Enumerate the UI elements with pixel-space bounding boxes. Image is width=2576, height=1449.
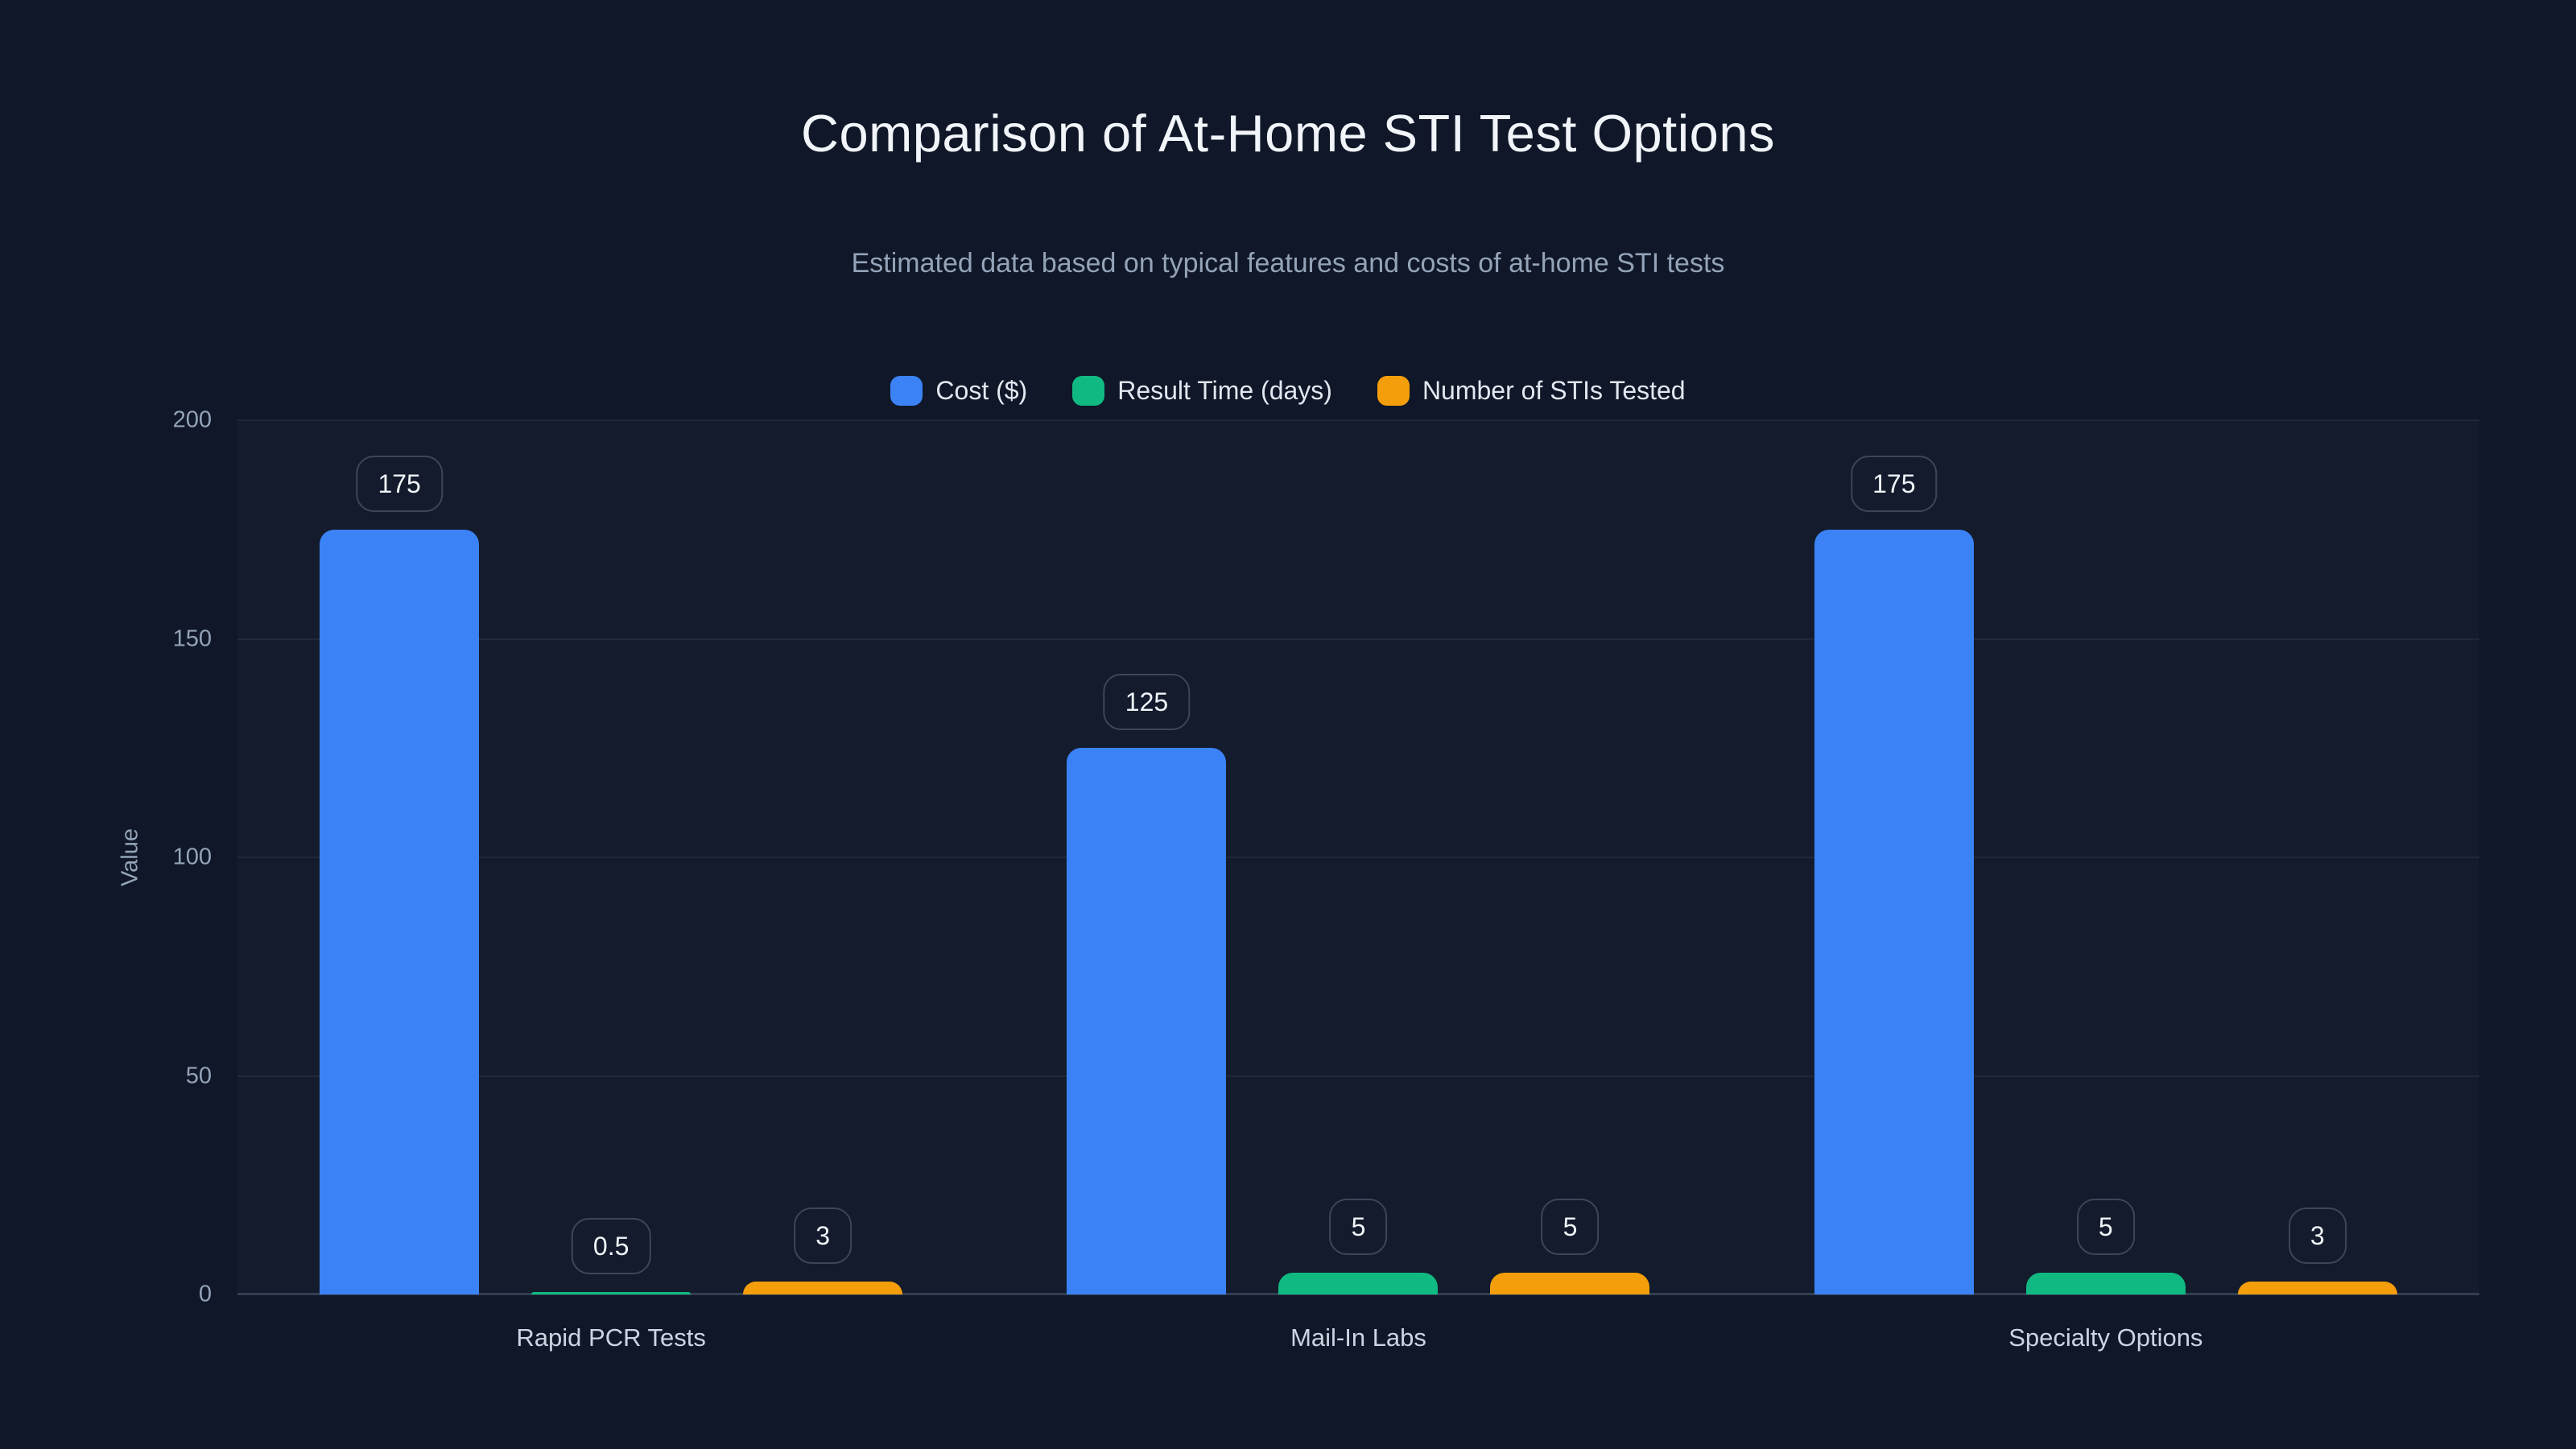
value-label-number-of-stis-tested-mail-in-labs: 5 (1541, 1198, 1600, 1255)
bar-number-of-stis-tested-specialty-options[interactable]: 3 (2237, 1207, 2397, 1294)
y-tick-label-200: 200 (172, 407, 212, 433)
gridline-100 (237, 857, 2479, 858)
value-label-result-time-days-specialty-options: 5 (2076, 1198, 2135, 1255)
y-tick-label-50: 50 (185, 1063, 212, 1088)
legend: Cost ($) Result Time (days) Number of STIs… (0, 369, 2576, 412)
y-tick-label-100: 100 (172, 844, 212, 870)
value-label-cost-rapid-pcr-tests: 175 (356, 455, 443, 512)
category-group-mail-in-labs: 125 5 5 Mail-In Labs (985, 420, 1732, 1352)
legend-item-label: Number of STIs Tested (1422, 375, 1686, 405)
y-tick-label-0: 0 (198, 1281, 212, 1307)
y-tick-label-150: 150 (172, 625, 212, 651)
chart-title: Comparison of At-Home STI Test Options (801, 104, 1775, 163)
legend-swatch-cost (890, 375, 923, 406)
gridline-150 (237, 638, 2479, 640)
bar-result-time-days-mail-in-labs[interactable]: 5 (1278, 1198, 1439, 1294)
value-label-cost-mail-in-labs: 125 (1103, 674, 1191, 731)
value-label-cost-specialty-options: 175 (1851, 455, 1938, 512)
x-axis-label-mail-in-labs: Mail-In Labs (1290, 1323, 1426, 1352)
legend-item-label: Result Time (days) (1117, 375, 1332, 405)
legend-item-result-time-days[interactable]: Result Time (days) (1072, 375, 1332, 406)
bar-result-time-days-rapid-pcr-tests[interactable]: 0.5 (531, 1218, 691, 1294)
value-label-number-of-stis-tested-specialty-options: 3 (2288, 1207, 2347, 1264)
bar-cost-rapid-pcr-tests[interactable]: 175 (320, 455, 480, 1294)
category-group-rapid-pcr-tests: 175 0.5 3 Rapid PCR Tests (237, 420, 985, 1352)
gridline-200 (237, 419, 2479, 421)
legend-item-cost[interactable]: Cost ($) (890, 375, 1028, 406)
legend-swatch-result-time-days (1072, 375, 1105, 406)
bar-number-of-stis-tested-rapid-pcr-tests[interactable]: 3 (743, 1207, 903, 1294)
legend-item-number-of-stis-tested[interactable]: Number of STIs Tested (1377, 375, 1686, 406)
legend-swatch-number-of-stis-tested (1377, 375, 1410, 406)
plot-area: 0 50 100 150 200 175 0.5 3 Rapid PCR Tests 125 5 5 M… (173, 408, 2479, 1352)
value-label-result-time-days-rapid-pcr-tests: 0.5 (571, 1218, 651, 1275)
gridline-50 (237, 1075, 2479, 1077)
bar-number-of-stis-tested-mail-in-labs[interactable]: 5 (1490, 1198, 1650, 1294)
value-label-number-of-stis-tested-rapid-pcr-tests: 3 (794, 1207, 852, 1264)
bar-cost-mail-in-labs[interactable]: 125 (1067, 674, 1227, 1294)
category-group-specialty-options: 175 5 3 Specialty Options (1732, 420, 2479, 1352)
y-axis-title: Value (117, 828, 143, 887)
chart-subtitle: Estimated data based on typical features… (851, 248, 1725, 279)
x-axis-label-specialty-options: Specialty Options (2008, 1323, 2203, 1352)
bar-result-time-days-specialty-options[interactable]: 5 (2025, 1198, 2186, 1294)
value-label-result-time-days-mail-in-labs: 5 (1329, 1198, 1388, 1255)
legend-item-label: Cost ($) (935, 375, 1028, 405)
bar-cost-specialty-options[interactable]: 175 (1814, 455, 1974, 1294)
x-axis-label-rapid-pcr-tests: Rapid PCR Tests (516, 1323, 706, 1352)
